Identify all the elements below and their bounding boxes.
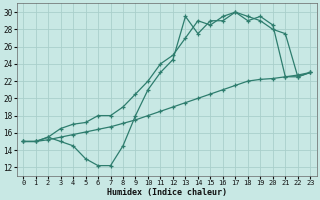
X-axis label: Humidex (Indice chaleur): Humidex (Indice chaleur) <box>107 188 227 197</box>
